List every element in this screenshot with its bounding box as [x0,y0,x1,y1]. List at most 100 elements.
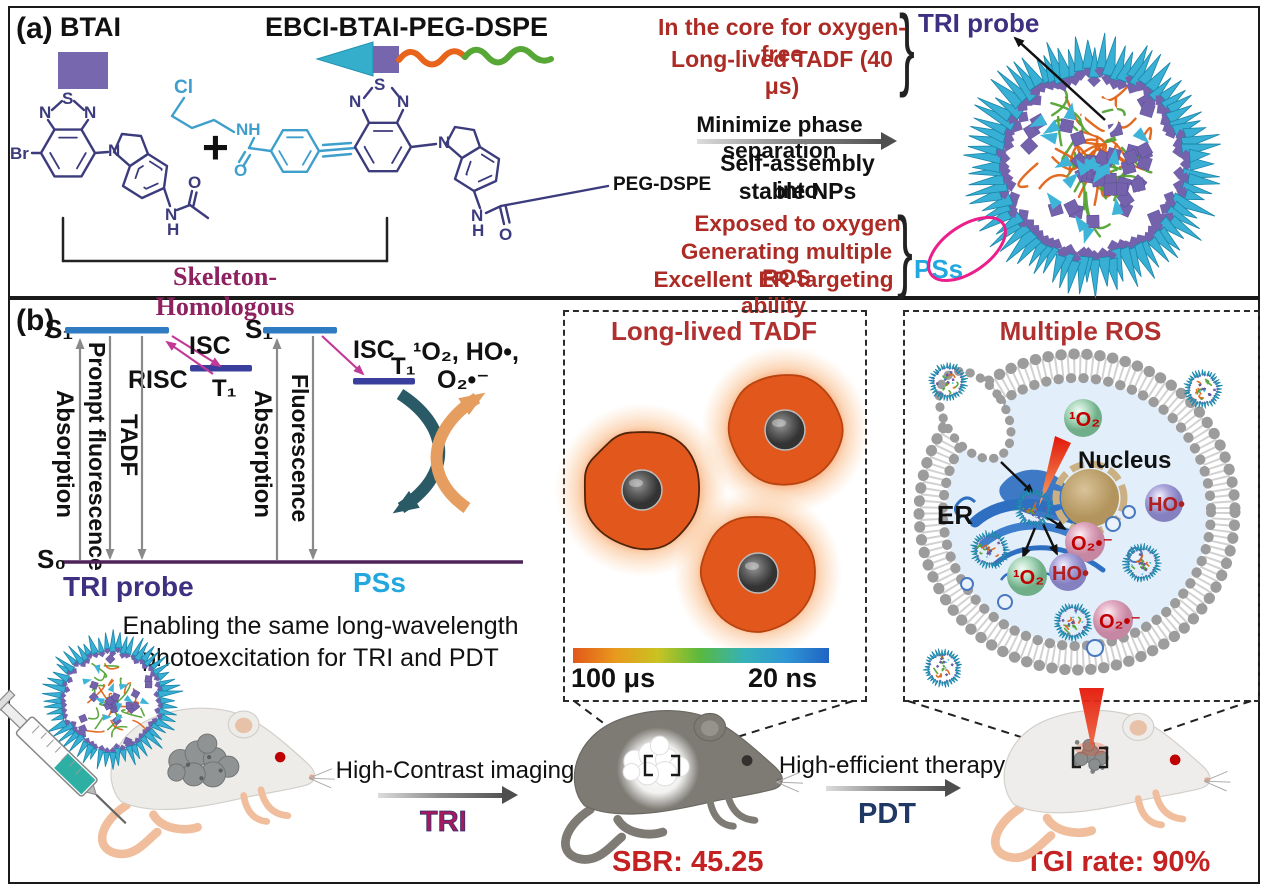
tumor-cell [673,488,843,658]
atom-n: N [397,92,409,111]
assembly-line2: stable NPs [738,178,857,204]
atom-h: H [167,220,179,239]
assembly-arrow [697,132,897,150]
pss-highlight-ellipse [927,216,1007,282]
skeleton-homologous-label: Skeleton-Homologous [155,262,295,321]
energy-transfer-arrow-orange [430,392,486,513]
nanoparticle-mini [928,362,969,402]
ros-species-line2: O₂•⁻ [437,366,490,394]
absorption-label: Absorption [51,390,78,518]
t1-level-label: T₁ [212,375,237,402]
isc-label-pss: ISC [353,336,395,364]
exposed-line2: Generating multiple ROS [680,239,893,290]
nanoparticle-injection-icon [41,629,184,770]
atom-o: O [499,225,512,244]
core-highlight-circle [1081,98,1119,136]
molecule-btai [30,99,210,220]
colorbar-right-label: 20 ns [748,663,818,693]
molecule-ebci-navy [353,86,610,226]
atom-n: N [438,133,450,152]
core-text-line1: In the core for oxygen-free [658,14,906,67]
enabling-line2: photoexcitation for TRI and PDT [142,644,499,672]
assembly-line1: Self-assembly into [720,150,875,203]
tumor-cell [700,345,870,515]
hydroxyl-label: HO• [1052,563,1089,585]
nanoparticle-mini [1121,542,1162,583]
tri-probe-pointer-arrow [1013,36,1106,121]
membrane-tails [920,355,1234,669]
tri-probe-label-b: TRI probe [63,571,194,602]
nanoparticle-mini [1183,369,1223,409]
panel-a-label: (a) [16,12,53,45]
membrane-outer-beads [913,348,1241,676]
superoxide-label: O₂•⁻ [1071,533,1113,555]
chemical-structures: Br N S N N O N H Cl NH O [10,75,711,263]
mini-nanoparticles [922,362,1223,688]
s0-level-label: S₀ [37,544,66,574]
nanoparticle-mini [1053,602,1093,642]
peg-dspe-label: PEG-DSPE [613,174,711,195]
singlet-oxygen-label: ¹O₂ [1013,567,1044,589]
risc-label: RISC [128,366,188,394]
atom-n: N [108,141,120,160]
atom-cl: Cl [174,77,193,98]
ros-arrows [1000,461,1067,559]
lifetime-colorbar [573,648,829,663]
molecule-btai-atoms: Br N S N N O N H [10,89,201,239]
tgi-value: TGI rate: 90% [1025,846,1211,878]
tadf-cells-illustration [555,345,870,658]
t1-level-bar [190,365,252,372]
molecule-ebci-navy-atoms: N S N N N H O [349,75,512,244]
nanoparticle-illustration [927,32,1221,299]
tri-arrow [378,786,518,804]
atom-nh: NH [236,120,261,139]
atom-s: S [374,75,385,94]
atom-o: O [188,173,201,192]
atom-br: Br [10,144,29,163]
imaging-label: High-Contrast imaging [335,757,575,784]
btai-swatch [58,52,108,89]
atom-n: N [349,92,361,111]
pss-label-b: PSs [353,567,406,598]
pdt-label: PDT [858,798,916,830]
jablonski-diagram: S₁ ISC RISC T₁ Absorption Prompt fluores… [37,314,523,602]
s1-level-bar [65,327,169,334]
ebci-amphiphile-icon [315,41,554,77]
superoxide-label: O₂•⁻ [1099,611,1141,633]
atom-h: H [472,221,484,240]
t1-level-bar-pss [353,378,415,385]
laser-cone-icon [1039,436,1071,506]
nanoparticle-mini [970,530,1011,570]
therapy-label: High-efficient therapy [778,752,1006,779]
ros-cell-illustration: Nucleus ER ¹O₂ HO• O₂•⁻ ¹O₂ HO• [913,348,1241,688]
nucleus-body [1061,469,1119,527]
nanoparticle-small [41,629,184,770]
brace-top: } [899,0,915,99]
enabling-line1: Enabling the same long-wavelength [122,612,519,640]
plus-sign: + [202,121,229,173]
membrane-inner-beads [938,373,1216,651]
atom-n: N [165,205,177,224]
ros-box-title: Multiple ROS [999,316,1162,346]
ros-species-line1: ¹O₂, HO•, [413,338,519,366]
nanoparticle-large [963,32,1221,299]
nanoparticle-mini [1013,487,1054,529]
ebci-label: EBCI-BTAI-PEG-DSPE [265,12,549,42]
tadf-label: TADF [115,414,142,476]
tri-probe-label-a: TRI probe [918,8,1040,38]
panel-b-label: (b) [16,304,55,337]
molecule-ebci-cyan [170,96,357,174]
tri-label: TRI [420,806,468,839]
skeleton-bracket [61,216,389,263]
atom-n: N [84,103,96,122]
atom-n: N [39,103,51,122]
btai-label: BTAI [60,12,121,42]
s1-level-bar-pss [263,327,337,334]
ros-species: ¹O₂ HO• O₂•⁻ ¹O₂ HO• O₂•⁻ [1007,399,1185,640]
exposed-line1: Exposed to oxygen [694,211,901,236]
er-label: ER [937,500,973,530]
atom-n: N [471,206,483,225]
tadf-box-title: Long-lived TADF [610,316,818,346]
prompt-fluorescence-label: Prompt fluorescence [84,342,110,571]
